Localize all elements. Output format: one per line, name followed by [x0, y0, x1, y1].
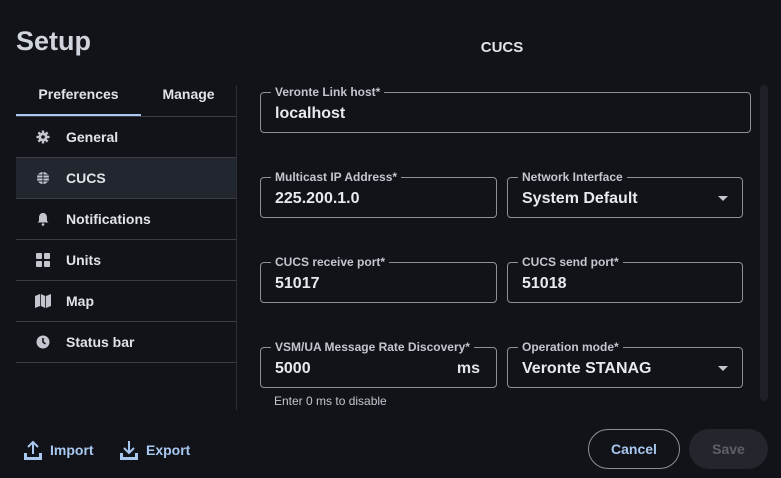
multicast-ip-field[interactable]: Multicast IP Address* 225.200.1.0: [260, 170, 497, 218]
cancel-button[interactable]: Cancel: [588, 429, 680, 469]
unit-suffix: ms: [456, 360, 480, 377]
export-label: Export: [146, 442, 191, 458]
operation-mode-select[interactable]: Operation mode* Veronte STANAG: [507, 340, 743, 388]
field-label: CUCS send port*: [518, 255, 623, 269]
caret-down-icon: [718, 366, 728, 371]
sidebar-item-label: Map: [66, 293, 94, 309]
sidebar-item-notifications[interactable]: Notifications: [16, 199, 236, 240]
save-button[interactable]: Save: [689, 429, 768, 469]
tab-preferences[interactable]: Preferences: [16, 76, 141, 116]
field-label: CUCS receive port*: [271, 255, 390, 269]
import-label: Import: [50, 442, 94, 458]
tab-manage[interactable]: Manage: [162, 86, 215, 102]
network-interface-select[interactable]: Network Interface System Default: [507, 170, 743, 218]
import-button[interactable]: Import: [24, 440, 94, 460]
cucs-receive-port-field[interactable]: CUCS receive port* 51017: [260, 255, 497, 303]
field-label: Multicast IP Address*: [271, 170, 402, 184]
field-value: Veronte STANAG: [522, 360, 652, 377]
sidebar-item-map[interactable]: Map: [16, 281, 236, 322]
sidebar-item-status-bar[interactable]: Status bar: [16, 322, 236, 363]
divider: [236, 85, 237, 410]
field-value: 5000: [275, 360, 311, 377]
export-button[interactable]: Export: [120, 440, 190, 460]
grid-icon: [16, 253, 66, 267]
sidebar-item-label: General: [66, 129, 119, 145]
field-value: 51017: [275, 275, 320, 292]
scrollbar[interactable]: [760, 85, 768, 401]
map-icon: [16, 294, 66, 308]
clock-icon: [16, 335, 66, 349]
helper-text: Enter 0 ms to disable: [274, 394, 387, 408]
field-value: 225.200.1.0: [275, 190, 360, 207]
field-value: localhost: [275, 105, 346, 122]
bell-icon: [16, 212, 66, 226]
field-label: Veronte Link host*: [271, 85, 385, 99]
sidebar-item-cucs[interactable]: CUCS: [16, 158, 236, 199]
message-rate-field[interactable]: VSM/UA Message Rate Discovery* 5000 ms: [260, 340, 497, 388]
cucs-send-port-field[interactable]: CUCS send port* 51018: [507, 255, 743, 303]
page-title: Setup: [16, 26, 92, 56]
field-label: Network Interface: [518, 170, 627, 184]
sidebar-item-label: Units: [66, 252, 101, 268]
download-icon: [120, 441, 138, 460]
section-title: CUCS: [480, 39, 524, 56]
field-value: 51018: [522, 275, 567, 292]
veronte-link-host-field[interactable]: Veronte Link host* localhost: [260, 85, 751, 133]
sidebar-item-label: CUCS: [66, 170, 106, 186]
sidebar-item-label: Notifications: [66, 211, 151, 227]
field-value: System Default: [522, 190, 638, 207]
field-label: VSM/UA Message Rate Discovery*: [271, 340, 474, 354]
field-label: Operation mode*: [518, 340, 623, 354]
gear-icon: [16, 130, 66, 144]
globe-icon: [16, 171, 66, 185]
sidebar-item-units[interactable]: Units: [16, 240, 236, 281]
sidebar-item-general[interactable]: General: [16, 117, 236, 158]
divider: [16, 116, 236, 117]
upload-icon: [24, 440, 42, 460]
caret-down-icon: [718, 196, 728, 201]
sidebar-item-label: Status bar: [66, 334, 135, 350]
